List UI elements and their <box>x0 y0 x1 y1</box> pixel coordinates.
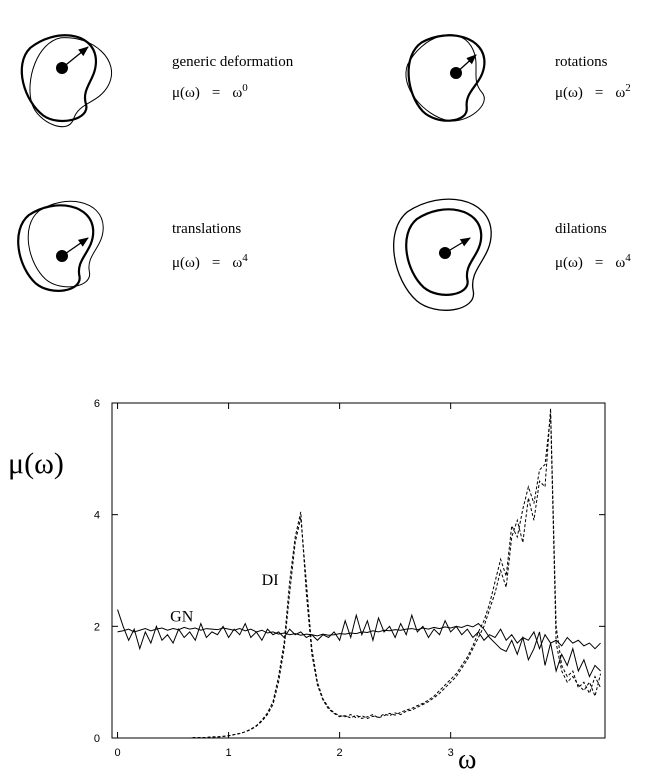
formula-lhs: μ(ω) <box>172 85 200 101</box>
formula-base: ω <box>232 255 242 271</box>
series-line <box>117 408 602 739</box>
chart: 0 1 2 3 0 2 4 6 μ(ω) ω GN DI <box>8 398 606 770</box>
y-tick-label: 4 <box>94 510 100 522</box>
shape-reference <box>19 192 118 296</box>
arrow <box>444 237 471 254</box>
panel-label: rotations <box>555 54 608 70</box>
shape-deformed <box>8 195 108 301</box>
formula-relation: = <box>595 255 603 271</box>
series-label: DI <box>262 572 279 589</box>
y-axis-label: μ(ω) <box>8 447 64 480</box>
arrow <box>455 54 477 74</box>
x-tick-label: 3 <box>448 747 454 759</box>
y-tick-label: 0 <box>94 733 100 745</box>
y-tick-label: 6 <box>94 398 100 410</box>
formula-base: ω <box>615 255 625 271</box>
series-line <box>117 414 602 739</box>
x-tick-label: 1 <box>226 747 232 759</box>
formula-relation: = <box>212 85 220 101</box>
x-tick-label: 0 <box>114 747 120 759</box>
shape-deformed <box>401 28 495 128</box>
panel-label: dilations <box>555 221 607 237</box>
plot-frame <box>111 402 606 739</box>
arrow <box>61 237 89 257</box>
diagrams <box>8 20 510 322</box>
series-line <box>117 622 601 678</box>
formula-lhs: μ(ω) <box>555 255 583 271</box>
shape-deformed <box>10 23 115 133</box>
formula-exponent: 4 <box>625 252 631 264</box>
formula-exponent: 0 <box>242 82 248 94</box>
formula: μ(ω) = ω2 <box>555 82 631 101</box>
formula: μ(ω) = ω0 <box>172 82 248 101</box>
formula-relation: = <box>212 255 220 271</box>
x-axis-label: ω <box>458 744 476 770</box>
series-line <box>117 609 601 651</box>
formula-lhs: μ(ω) <box>555 85 583 101</box>
formula-exponent: 4 <box>242 252 248 264</box>
formula: μ(ω) = ω4 <box>555 252 631 271</box>
panel-label: translations <box>172 221 241 237</box>
formula-base: ω <box>615 85 625 101</box>
x-tick-label: 2 <box>337 747 343 759</box>
y-tick-label: 2 <box>94 621 100 633</box>
panel-label: generic deformation <box>172 54 294 70</box>
formula: μ(ω) = ω4 <box>172 252 248 271</box>
arrow <box>61 46 89 69</box>
formula-lhs: μ(ω) <box>172 255 200 271</box>
formula-exponent: 2 <box>625 82 631 94</box>
formula-base: ω <box>232 85 242 101</box>
series-label: GN <box>170 609 194 626</box>
formula-relation: = <box>595 85 603 101</box>
